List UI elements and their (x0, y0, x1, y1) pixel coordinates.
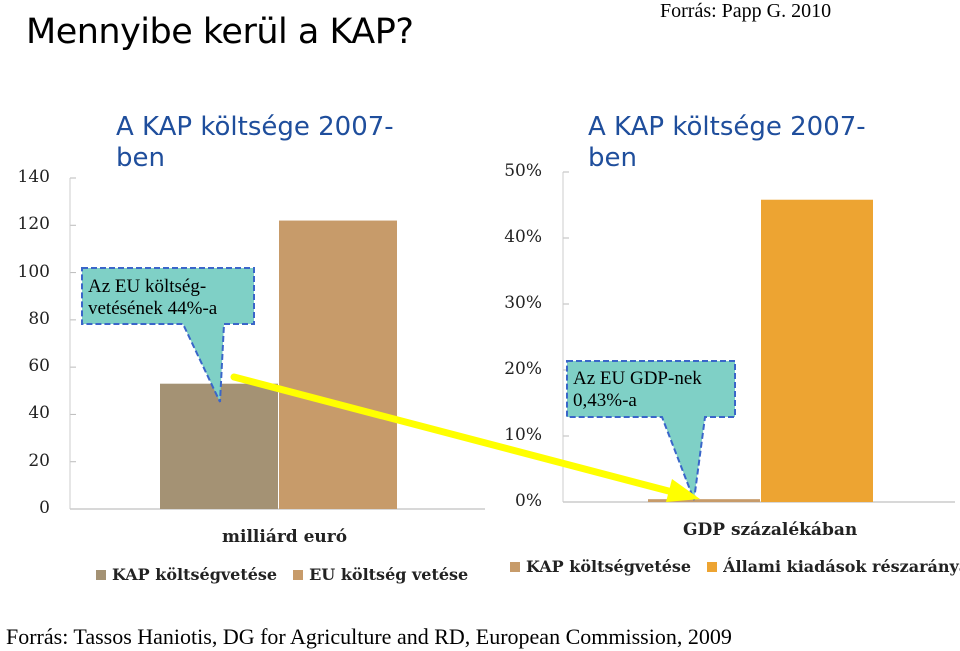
source-top: Forrás: Papp G. 2010 (660, 0, 832, 22)
right-chart-title-line1: A KAP költsége 2007- (588, 112, 866, 142)
left-callout-line2: vetésének 44%-a (88, 297, 218, 319)
left-ytick-label: 20 (28, 450, 50, 471)
right-callout-text: Az EU GDP-nek 0,43%-a (573, 368, 702, 412)
left-ytick-label: 140 (17, 167, 50, 187)
left-ytick-label: 80 (28, 308, 50, 329)
left-ytick-label: 120 (17, 214, 50, 235)
left-bar-0 (160, 383, 278, 509)
left-ytick-label: 0 (39, 498, 50, 518)
connector-arrow-line (230, 373, 684, 498)
right-callout-line2: 0,43%-a (573, 389, 637, 411)
right-bar-1 (761, 199, 873, 502)
right-chart-title: A KAP költsége 2007- ben (588, 112, 866, 174)
right-ytick-label: 50% (504, 161, 542, 181)
right-legend: KAP költségvetése Állami kiadások részar… (510, 557, 960, 576)
right-ytick-label: 0% (515, 491, 542, 511)
right-callout-shape (566, 360, 736, 501)
left-ytick-label: 100 (17, 261, 50, 282)
legend-label-eu: EU költség vetése (309, 565, 469, 584)
page-title: Mennyibe kerül a KAP? (26, 12, 414, 52)
legend-item-allami: Állami kiadások részaránya (707, 557, 960, 576)
left-ytick-label: 40 (28, 403, 50, 424)
left-callout-line1: Az EU költség- (88, 276, 207, 297)
legend-item-kap: KAP költségvetése (96, 565, 277, 584)
legend-swatch-kap-right (510, 561, 520, 572)
right-ytick-label: 10% (504, 425, 542, 445)
legend-item-eu: EU költség vetése (293, 565, 468, 584)
left-callout-text: Az EU költség- vetésének 44%-a (88, 276, 217, 320)
right-ytick-label: 30% (504, 293, 542, 313)
source-bottom: Forrás: Tassos Haniotis, DG for Agricult… (6, 624, 732, 649)
right-bar-0 (648, 499, 760, 502)
legend-label-kap-right: KAP költségvetése (526, 557, 692, 576)
legend-swatch-allami (707, 561, 718, 572)
left-callout-shape (81, 267, 255, 403)
legend-label-kap: KAP költségvetése (112, 565, 278, 584)
left-chart-title-line2: ben (116, 143, 165, 174)
legend-label-allami: Állami kiadások részaránya (723, 557, 960, 576)
right-chart-title-line2: ben (588, 143, 637, 174)
left-chart-title: A KAP költsége 2007- ben (116, 112, 394, 174)
left-legend: KAP költségvetése EU költség vetése (96, 565, 468, 584)
right-callout-line1: Az EU GDP-nek (573, 368, 702, 389)
legend-item-kap-right: KAP költségvetése (510, 557, 691, 576)
legend-swatch-eu (293, 569, 304, 580)
connector-arrow-head (666, 479, 700, 502)
left-ytick-label: 60 (28, 356, 50, 377)
right-ytick-label: 40% (504, 227, 542, 247)
legend-swatch-kap (96, 569, 106, 580)
right-ytick-label: 20% (504, 359, 542, 379)
right-x-axis-label: GDP százalékában (683, 520, 858, 540)
left-chart-title-line1: A KAP költsége 2007- (116, 112, 394, 142)
left-bar-1 (279, 220, 397, 510)
left-x-axis-label: milliárd euró (222, 527, 348, 547)
